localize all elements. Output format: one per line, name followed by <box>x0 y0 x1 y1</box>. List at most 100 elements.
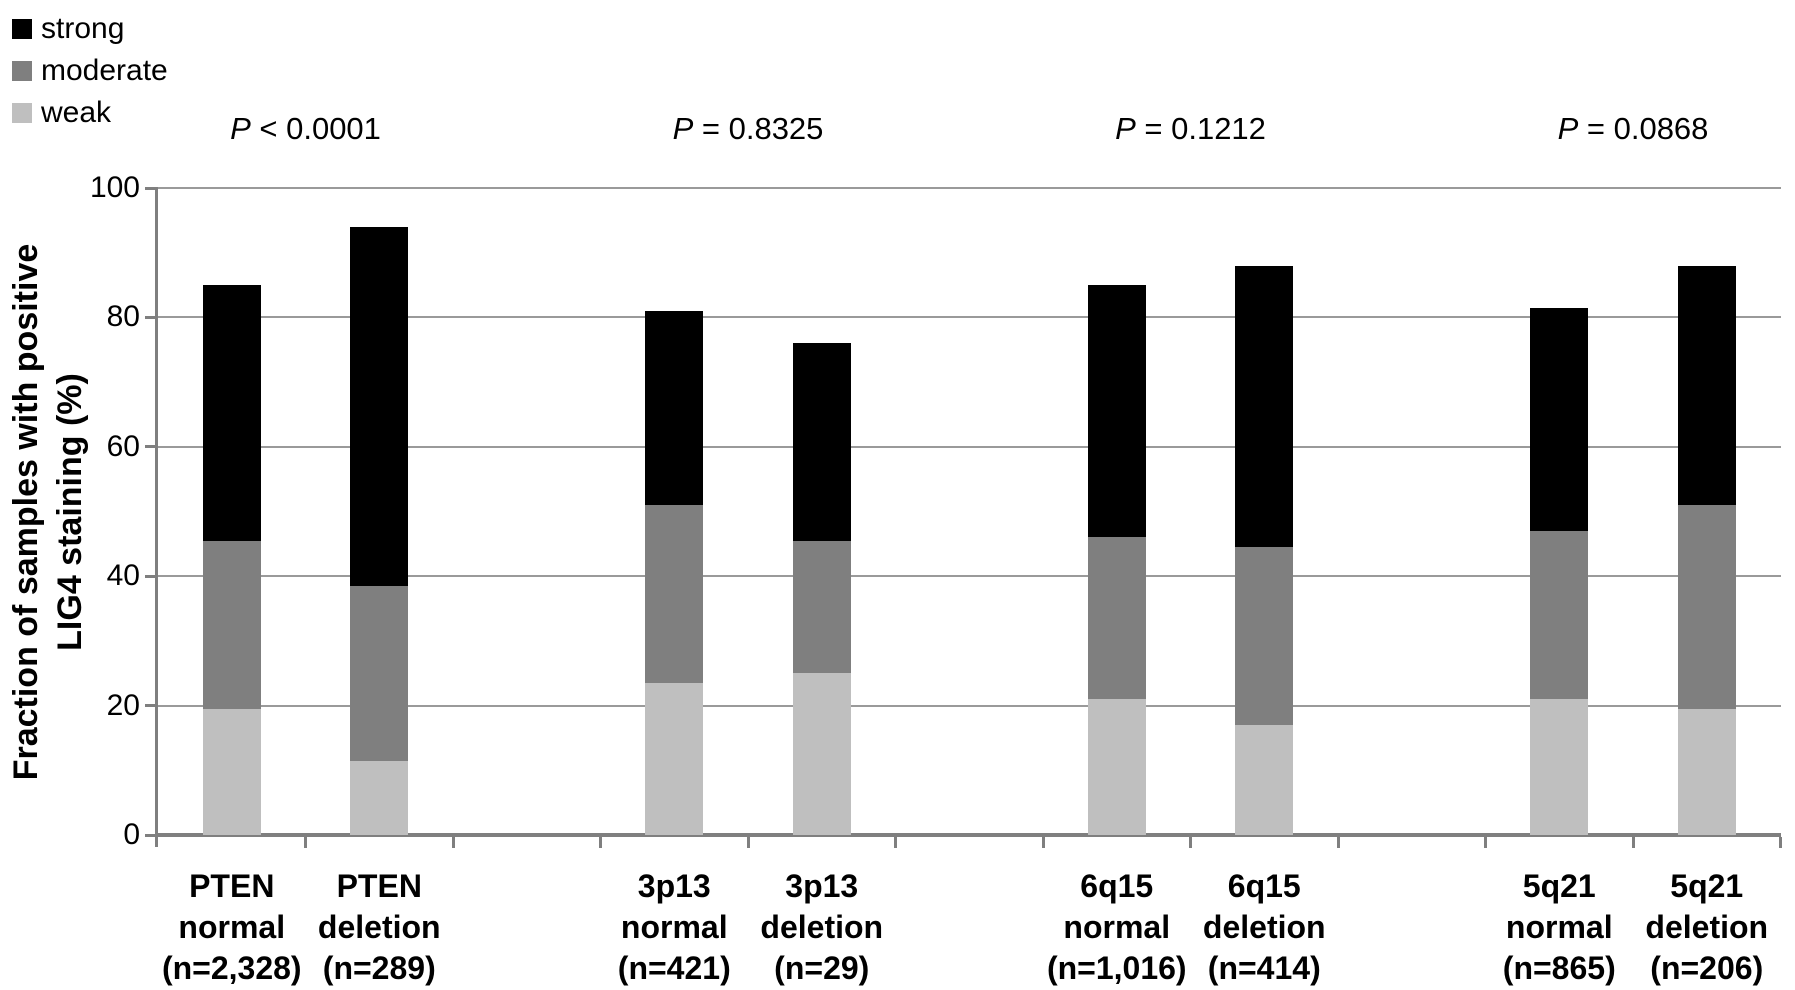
legend: strong moderate weak <box>12 8 168 134</box>
y-tick-mark-80 <box>145 315 158 319</box>
bar-stack-5q21-deletion <box>1677 265 1736 835</box>
bar-segment-moderate <box>792 540 851 674</box>
x-axis-label-line1: PTEN <box>336 868 422 904</box>
x-axis-label-PTEN-normal: PTEN normal (n=2,328) <box>132 866 332 989</box>
x-axis-label-line2: deletion <box>1645 909 1769 945</box>
y-tick-mark-0 <box>145 833 158 837</box>
x-tick-mark-5 <box>894 837 897 848</box>
x-axis-label-line1: 3p13 <box>637 868 711 904</box>
x-axis-label-3p13-normal: 3p13 normal (n=421) <box>574 866 774 989</box>
x-axis-label-6q15-normal: 6q15 normal (n=1,016) <box>1017 866 1217 989</box>
grid-line-20 <box>158 704 1781 707</box>
legend-item-strong: strong <box>12 8 168 50</box>
y-tick-mark-20 <box>145 704 158 708</box>
y-tick-label-100: 100 <box>89 171 140 204</box>
bar-stack-PTEN-normal <box>202 285 261 835</box>
x-axis-label-line2: normal <box>178 909 286 945</box>
bar-stack-PTEN-deletion <box>350 226 409 835</box>
x-axis-label-5q21-deletion: 5q21 deletion (n=206) <box>1607 866 1795 989</box>
bar-segment-strong <box>1530 307 1589 531</box>
x-tick-mark-10 <box>1631 837 1635 848</box>
p-value-symbol: P <box>230 111 251 146</box>
x-axis-label-line3: (n=1,016) <box>1046 950 1187 986</box>
y-axis-line <box>155 188 158 847</box>
bar-stack-6q15-deletion <box>1235 265 1294 835</box>
legend-label-moderate: moderate <box>41 54 168 87</box>
y-tick-mark-40 <box>145 574 158 578</box>
x-tick-mark-6 <box>1041 837 1045 848</box>
y-tick-label-60: 60 <box>106 429 140 463</box>
bar-segment-weak <box>1087 699 1146 835</box>
x-axis-label-line3: (n=2,328) <box>161 950 302 986</box>
x-axis-label-line1: 5q21 <box>1522 868 1596 904</box>
bar-segment-weak <box>1530 699 1589 835</box>
y-tick-label-20: 20 <box>106 688 140 722</box>
legend-item-weak: weak <box>12 92 168 134</box>
grid-line-60 <box>158 445 1781 448</box>
p-value-symbol: P <box>672 111 694 146</box>
bar-segment-strong <box>792 343 851 541</box>
x-tick-mark-2 <box>451 837 455 848</box>
x-axis-label-line2: normal <box>620 909 728 945</box>
bar-stack-3p13-normal <box>645 310 704 835</box>
x-axis-label-line3: (n=414) <box>1207 950 1321 986</box>
x-axis-label-5q21-normal: 5q21 normal (n=865) <box>1459 866 1659 989</box>
x-axis-label-line1: 6q15 <box>1227 868 1301 904</box>
x-tick-mark-11 <box>1779 837 1782 848</box>
y-tick-label-80: 80 <box>106 300 140 334</box>
bar-segment-weak <box>645 682 704 835</box>
legend-swatch-weak <box>12 103 32 123</box>
bar-segment-moderate <box>1677 505 1736 709</box>
x-axis-line <box>155 833 1781 837</box>
x-axis-label-line2: deletion <box>1202 909 1326 945</box>
bar-segment-moderate <box>350 585 409 761</box>
bar-segment-strong <box>350 226 409 586</box>
legend-label-strong: strong <box>41 12 125 45</box>
p-value-symbol: P <box>1115 111 1136 146</box>
x-axis-label-line2: normal <box>1063 909 1171 945</box>
x-axis-label-line1: 6q15 <box>1080 868 1154 904</box>
p-value-label-4: P = 0.0868 <box>1557 111 1709 146</box>
p-value-label-1: P < 0.0001 <box>230 111 381 146</box>
x-tick-mark-3 <box>599 837 602 848</box>
bar-segment-strong <box>1235 265 1294 548</box>
bar-segment-weak <box>792 673 851 835</box>
x-tick-mark-4 <box>746 837 750 848</box>
y-tick-mark-60 <box>145 445 158 449</box>
grid-line-100 <box>158 187 1781 189</box>
grid-line-80 <box>158 316 1781 319</box>
p-value-symbol: P <box>1557 111 1579 146</box>
x-axis-label-line1: PTEN <box>189 868 275 904</box>
legend-swatch-moderate <box>12 61 32 81</box>
p-value-label-2: P = 0.8325 <box>672 111 824 146</box>
legend-label-weak: weak <box>41 96 112 129</box>
bar-segment-strong <box>645 310 704 506</box>
x-axis-label-line3: (n=865) <box>1502 950 1616 986</box>
x-tick-mark-1 <box>304 837 307 848</box>
x-axis-label-line1: 3p13 <box>785 868 859 904</box>
bar-segment-strong <box>202 285 261 541</box>
x-axis-label-line3: (n=289) <box>322 950 436 986</box>
bar-stack-5q21-normal <box>1530 307 1589 835</box>
x-axis-label-line2: normal <box>1505 909 1613 945</box>
x-tick-mark-7 <box>1189 837 1192 848</box>
x-tick-mark-8 <box>1336 837 1340 848</box>
x-axis-label-6q15-deletion: 6q15 deletion (n=414) <box>1164 866 1364 989</box>
bar-segment-moderate <box>202 540 261 709</box>
x-axis-label-line3: (n=421) <box>617 950 731 986</box>
y-tick-label-0: 0 <box>123 818 140 851</box>
y-axis-title: Fraction of samples with positive LIG4 s… <box>4 162 92 862</box>
y-axis-title-line1: Fraction of samples with positive <box>7 243 45 781</box>
x-axis-label-PTEN-deletion: PTEN deletion (n=289) <box>279 866 479 989</box>
y-axis-title-line2: LIG4 staining (%) <box>51 373 89 651</box>
x-axis-label-3p13-deletion: 3p13 deletion (n=29) <box>722 866 922 989</box>
bar-segment-moderate <box>1087 537 1146 700</box>
bar-segment-weak <box>350 760 409 835</box>
y-tick-mark-100 <box>145 186 158 190</box>
x-axis-label-line2: deletion <box>317 909 441 945</box>
x-axis-label-line3: (n=29) <box>774 950 870 986</box>
bar-segment-moderate <box>645 505 704 683</box>
bar-segment-weak <box>1235 724 1294 835</box>
legend-item-moderate: moderate <box>12 50 168 92</box>
